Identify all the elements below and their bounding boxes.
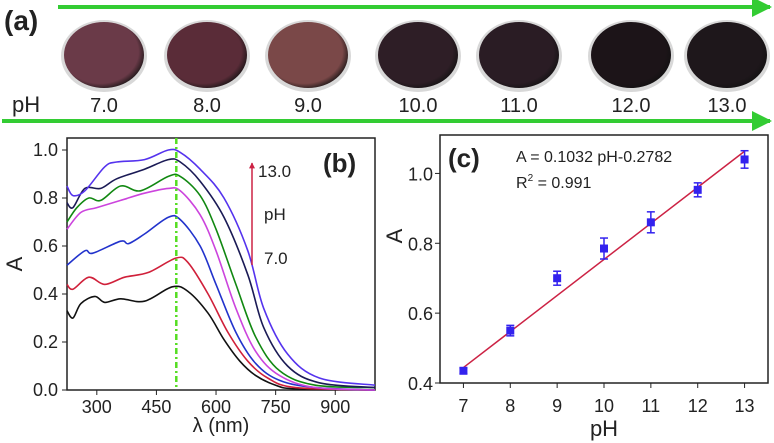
sample-well: 10.0 (375, 20, 461, 117)
annotation-bottom: 7.0 (264, 249, 288, 268)
sample-ph-label: 10.0 (399, 95, 438, 117)
y-tick-label-b: 0.2 (33, 332, 58, 352)
point-marker (740, 155, 749, 164)
sample-well: 7.0 (61, 20, 147, 117)
point-marker (646, 218, 655, 227)
sample-well: 12.0 (588, 20, 674, 117)
sample-ph-label: 7.0 (90, 95, 118, 117)
x-tick-label-c: 9 (552, 396, 562, 416)
spectrum-line (66, 173, 376, 389)
y-tick-label-c: 0.6 (408, 304, 433, 324)
sample-ph-label: 11.0 (500, 95, 537, 117)
y-tick-label-c: 1.0 (408, 164, 433, 184)
x-tick-label-c: 12 (688, 396, 708, 416)
spectrum-line (66, 256, 376, 391)
x-axis-label-c: pH (590, 416, 618, 441)
fit-equation: A = 0.1032 pH-0.2782 (516, 149, 672, 166)
sample-solution (268, 22, 348, 88)
point-marker (459, 366, 468, 375)
data-point (740, 149, 749, 169)
panel-a-label: (a) (4, 5, 38, 36)
y-tick-label-b: 0.4 (33, 284, 58, 304)
data-point (459, 366, 468, 375)
x-tick-label-c: 7 (458, 396, 468, 416)
data-point (506, 324, 515, 337)
y-tick-label-b: 0.8 (33, 188, 58, 208)
sample-well: 13.0 (684, 20, 770, 117)
panel-b: 300 450 600 750 900 0.0 0.2 0.4 0.6 0.8 1.0 (b) 13… (2, 137, 376, 437)
y-tick-label-c: 0.8 (408, 234, 433, 254)
sample-well: 8.0 (164, 20, 250, 117)
point-marker (506, 326, 515, 335)
y-axis-label-b: A (2, 256, 27, 271)
point-marker (600, 244, 608, 253)
sample-ph-label: 8.0 (193, 95, 221, 117)
sample-solution (479, 22, 559, 88)
x-tick-label-c: 10 (594, 396, 614, 416)
x-axis-label-b: λ (nm) (193, 415, 250, 437)
sample-ph-label: 12.0 (612, 95, 651, 117)
panel-b-label: (b) (323, 148, 356, 178)
sample-solution (591, 22, 671, 88)
spectrum-line (66, 285, 376, 391)
sample-well: 11.0 (476, 20, 562, 117)
r2-superscript: 2 (528, 173, 534, 184)
y-tick-label-b: 0.0 (33, 380, 58, 400)
annotation-top: 13.0 (258, 162, 291, 181)
sample-well: 9.0 (265, 20, 351, 117)
x-tick-label-b: 900 (320, 397, 350, 417)
x-tick-label-b: 300 (82, 397, 112, 417)
annotation-middle: pH (264, 205, 286, 224)
y-tick-label-b: 0.6 (33, 236, 58, 256)
panel-c: 7 8 9 10 11 12 13 0.4 0.6 0.8 1.0 (c) A = 0.1032 p… (382, 134, 769, 441)
sample-ph-label: 13.0 (708, 95, 747, 117)
data-point (646, 211, 655, 234)
panel-c-label: (c) (448, 143, 480, 173)
x-tick-label-b: 750 (261, 397, 291, 417)
data-point (553, 270, 562, 286)
point-marker (553, 274, 562, 283)
spectrum-line (66, 214, 376, 391)
x-tick-label-b: 600 (201, 397, 231, 417)
sample-solution (64, 22, 144, 88)
data-point (600, 237, 608, 260)
sample-solution (687, 22, 767, 88)
r2-label: R (516, 175, 528, 192)
sample-solution (167, 22, 247, 88)
r2-value: = 0.991 (533, 175, 591, 192)
x-tick-label-c: 13 (735, 396, 755, 416)
y-tick-label-b: 1.0 (33, 140, 58, 160)
sample-ph-label: 9.0 (294, 95, 322, 117)
r-squared: R2 = 0.991 (516, 173, 592, 192)
data-point (693, 182, 702, 198)
spectrum-line (66, 148, 376, 386)
x-tick-label-b: 450 (141, 397, 171, 417)
point-marker (693, 185, 702, 194)
spectrum-line (66, 158, 376, 389)
y-tick-label-c: 0.4 (408, 374, 433, 394)
plot-frame-b (66, 137, 376, 391)
spectrum-line (66, 187, 376, 391)
x-tick-label-c: 11 (642, 396, 661, 416)
ph-row-label: pH (12, 92, 40, 117)
x-tick-label-c: 8 (505, 396, 515, 416)
panel-a: (a) 7.0 8.0 9.0 10.0 11.0 12.0 13.0 pH (2, 0, 772, 131)
sample-solution (378, 22, 458, 88)
y-axis-label-c: A (382, 228, 407, 243)
